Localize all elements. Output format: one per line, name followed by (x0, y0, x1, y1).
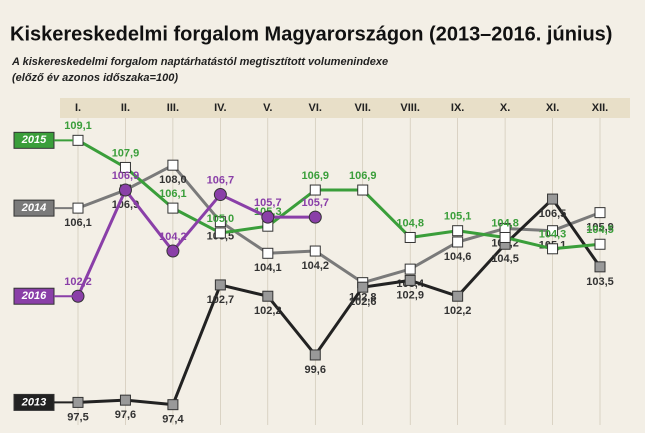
data-point (73, 397, 83, 407)
data-label: 104,5 (586, 224, 614, 236)
data-point (453, 291, 463, 301)
data-point (310, 350, 320, 360)
x-tick-label: XI. (546, 102, 559, 114)
data-point (120, 395, 130, 405)
data-point (73, 203, 83, 213)
data-point (214, 189, 226, 201)
x-tick-label: X. (500, 102, 510, 114)
x-tick-label: IX. (451, 102, 464, 114)
data-point (215, 280, 225, 290)
data-point (405, 264, 415, 274)
data-point (595, 262, 605, 272)
data-label: 102,7 (207, 294, 235, 306)
chart: Kiskereskedelmi forgalom Magyarországon … (0, 0, 645, 433)
data-label: 106,1 (64, 217, 92, 229)
data-label: 105,7 (302, 197, 330, 209)
data-point (167, 245, 179, 257)
data-point (548, 194, 558, 204)
data-point (309, 211, 321, 223)
data-label: 106,1 (159, 188, 187, 200)
data-label: 103,5 (586, 276, 614, 288)
data-label: 109,1 (64, 120, 92, 132)
x-tick-label: IV. (214, 102, 226, 114)
data-label: 104,2 (302, 260, 330, 272)
legend-label: 2016 (21, 290, 47, 302)
data-label: 102,2 (254, 305, 282, 317)
data-point (595, 239, 605, 249)
data-label: 104,5 (491, 253, 519, 265)
data-point (72, 290, 84, 302)
data-label: 99,6 (305, 364, 326, 376)
data-label: 105,0 (207, 213, 235, 225)
legend-label: 2015 (21, 134, 47, 146)
data-point (500, 232, 510, 242)
data-label: 107,9 (112, 147, 140, 159)
legend-label: 2013 (21, 396, 46, 408)
data-label: 105,1 (444, 211, 472, 223)
data-point (405, 232, 415, 242)
data-point (548, 244, 558, 254)
data-label: 106,9 (302, 170, 330, 182)
data-label: 106,5 (539, 208, 567, 220)
data-point (358, 185, 368, 195)
x-tick-label: XII. (592, 102, 609, 114)
data-label: 104,2 (159, 231, 187, 243)
data-label: 102,6 (349, 296, 377, 308)
data-label: 105,7 (254, 197, 282, 209)
data-label: 97,5 (67, 411, 88, 423)
x-tick-label: III. (167, 102, 179, 114)
x-tick-label: VI. (309, 102, 322, 114)
data-point (262, 211, 274, 223)
data-label: 102,2 (64, 276, 92, 288)
data-label: 104,8 (491, 217, 519, 229)
data-point (405, 275, 415, 285)
data-label: 104,3 (539, 229, 567, 241)
data-label: 104,1 (254, 262, 282, 274)
data-point (358, 282, 368, 292)
data-point (310, 185, 320, 195)
data-label: 106,7 (207, 174, 235, 186)
data-point (263, 291, 273, 301)
data-label: 108,0 (159, 174, 187, 186)
data-point (73, 135, 83, 145)
data-point (595, 208, 605, 218)
x-tick-label: VII. (354, 102, 371, 114)
data-label: 106,9 (112, 170, 140, 182)
data-point (168, 400, 178, 410)
data-label: 102,9 (396, 289, 424, 301)
x-tick-label: I. (75, 102, 81, 114)
data-point (215, 228, 225, 238)
x-tick-label: VIII. (400, 102, 420, 114)
data-label: 104,6 (444, 251, 472, 263)
data-point (263, 248, 273, 258)
legend-label: 2014 (21, 202, 46, 214)
data-point (168, 203, 178, 213)
x-tick-label: II. (121, 102, 130, 114)
chart-subtitle: A kiskereskedelmi forgalom naptárhatástó… (11, 56, 388, 68)
x-tick-label: V. (263, 102, 272, 114)
data-point (168, 160, 178, 170)
data-point (453, 226, 463, 236)
data-point (119, 184, 131, 196)
month-band (60, 98, 630, 118)
chart-title: Kiskereskedelmi forgalom Magyarországon … (10, 23, 612, 45)
data-label: 106,9 (349, 170, 377, 182)
chart-subtitle: (előző év azonos időszaka=100) (12, 72, 178, 84)
data-point (310, 246, 320, 256)
data-label: 104,8 (396, 217, 424, 229)
data-label: 102,2 (444, 305, 472, 317)
data-label: 97,6 (115, 409, 136, 421)
data-point (453, 237, 463, 247)
data-label: 97,4 (162, 414, 184, 426)
